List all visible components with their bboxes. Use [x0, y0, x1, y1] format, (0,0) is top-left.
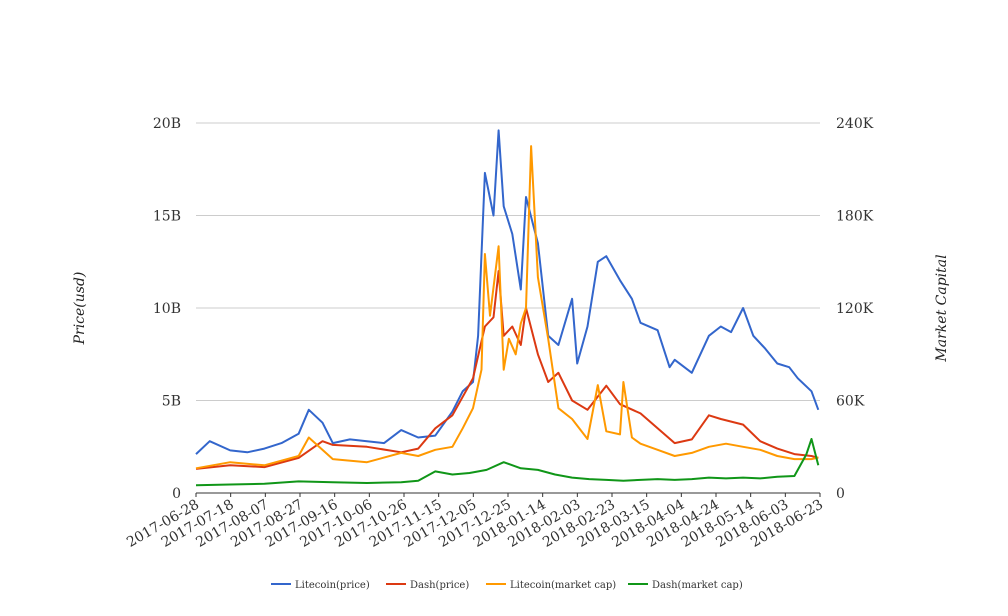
- grid-lines: [196, 122, 820, 401]
- legend: Litecoin(price) Dash(price) Litecoin(marke…: [271, 580, 743, 591]
- right-axis-title: Market Capital: [934, 254, 950, 362]
- y-left-tick-label: 10B: [153, 301, 181, 317]
- y-left-tick-label: 0: [172, 486, 181, 502]
- y-right-tick-label: 180K: [836, 209, 874, 225]
- y-right-tick-label: 120K: [836, 301, 874, 317]
- y-left-tick-label: 15B: [153, 209, 181, 225]
- legend-label: Dash(price): [410, 580, 469, 591]
- left-axis-title: Price(usd): [72, 272, 88, 346]
- x-axis-ticks: 2017-06-282017-07-182017-08-072017-08-27…: [124, 493, 826, 551]
- series-line-dash-market-cap: [195, 438, 820, 487]
- right-axis-ticks: 0 60K 120K 180K 240K: [836, 116, 874, 502]
- y-left-tick-label: 5B: [162, 394, 181, 410]
- legend-label: Dash(market cap): [652, 580, 743, 591]
- legend-label: Litecoin(price): [295, 580, 370, 591]
- y-left-tick-label: 20B: [153, 116, 181, 132]
- y-right-tick-label: 0: [836, 486, 845, 502]
- series-line-litecoin-market-cap: [195, 145, 819, 470]
- left-axis-ticks: 0 5B 10B 15B 20B: [153, 116, 181, 502]
- y-right-tick-label: 240K: [836, 116, 874, 132]
- series-layer: [195, 129, 820, 487]
- y-right-tick-label: 60K: [836, 394, 865, 410]
- series-line-litecoin-price: [195, 129, 820, 455]
- legend-label: Litecoin(market cap): [510, 580, 616, 591]
